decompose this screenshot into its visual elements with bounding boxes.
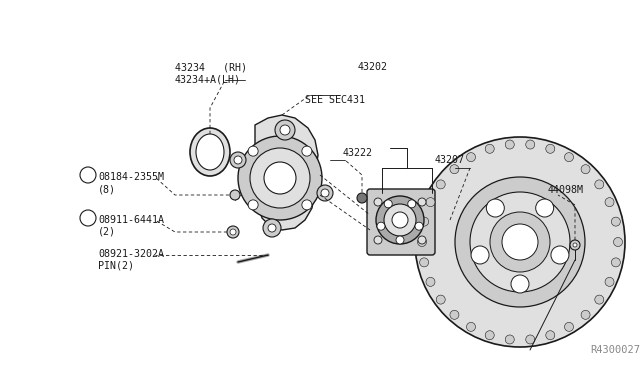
Ellipse shape bbox=[196, 134, 224, 170]
Circle shape bbox=[321, 189, 329, 197]
Text: R4300027: R4300027 bbox=[590, 345, 640, 355]
Circle shape bbox=[564, 323, 573, 331]
Text: 44098M: 44098M bbox=[548, 185, 584, 195]
Circle shape bbox=[275, 120, 295, 140]
Circle shape bbox=[80, 210, 96, 226]
Text: B: B bbox=[86, 170, 90, 180]
Circle shape bbox=[384, 200, 392, 208]
Circle shape bbox=[467, 323, 476, 331]
Circle shape bbox=[230, 229, 236, 235]
Circle shape bbox=[80, 167, 96, 183]
Circle shape bbox=[536, 199, 554, 217]
Circle shape bbox=[227, 226, 239, 238]
Circle shape bbox=[450, 310, 459, 319]
Circle shape bbox=[264, 162, 296, 194]
Circle shape bbox=[230, 152, 246, 168]
Circle shape bbox=[376, 196, 424, 244]
Ellipse shape bbox=[190, 128, 230, 176]
Text: N: N bbox=[86, 214, 90, 222]
Circle shape bbox=[486, 199, 504, 217]
Circle shape bbox=[450, 165, 459, 174]
Circle shape bbox=[511, 275, 529, 293]
Circle shape bbox=[581, 310, 590, 319]
Circle shape bbox=[564, 153, 573, 161]
Circle shape bbox=[263, 219, 281, 237]
Circle shape bbox=[418, 198, 426, 206]
Circle shape bbox=[426, 198, 435, 206]
Circle shape bbox=[611, 258, 620, 267]
Circle shape bbox=[546, 331, 555, 340]
Circle shape bbox=[505, 140, 515, 149]
Circle shape bbox=[485, 331, 494, 340]
Circle shape bbox=[573, 243, 577, 247]
Circle shape bbox=[436, 180, 445, 189]
Circle shape bbox=[436, 295, 445, 304]
Text: 43207: 43207 bbox=[435, 155, 465, 165]
Circle shape bbox=[595, 180, 604, 189]
Circle shape bbox=[505, 335, 515, 344]
Circle shape bbox=[396, 236, 404, 244]
Circle shape bbox=[417, 237, 426, 247]
Circle shape bbox=[595, 295, 604, 304]
Text: 08911-6441A: 08911-6441A bbox=[98, 215, 164, 225]
Circle shape bbox=[384, 204, 416, 236]
Circle shape bbox=[268, 224, 276, 232]
Circle shape bbox=[357, 193, 367, 203]
Circle shape bbox=[470, 192, 570, 292]
Circle shape bbox=[614, 237, 623, 247]
Circle shape bbox=[415, 137, 625, 347]
Text: (8): (8) bbox=[98, 184, 116, 194]
FancyBboxPatch shape bbox=[367, 189, 435, 255]
Polygon shape bbox=[252, 115, 318, 230]
Circle shape bbox=[551, 246, 569, 264]
Text: 43222: 43222 bbox=[343, 148, 373, 158]
Circle shape bbox=[248, 200, 258, 210]
Text: 08921-3202A: 08921-3202A bbox=[98, 249, 164, 259]
Circle shape bbox=[392, 212, 408, 228]
Circle shape bbox=[418, 236, 426, 244]
Circle shape bbox=[611, 217, 620, 226]
Circle shape bbox=[525, 335, 535, 344]
Text: PIN(2): PIN(2) bbox=[98, 261, 134, 271]
Circle shape bbox=[525, 140, 535, 149]
Circle shape bbox=[408, 200, 416, 208]
Circle shape bbox=[302, 146, 312, 156]
Circle shape bbox=[374, 198, 382, 206]
Circle shape bbox=[570, 240, 580, 250]
Circle shape bbox=[420, 217, 429, 226]
Circle shape bbox=[490, 212, 550, 272]
Text: SEE SEC431: SEE SEC431 bbox=[305, 95, 365, 105]
Circle shape bbox=[455, 177, 585, 307]
Circle shape bbox=[250, 148, 310, 208]
Circle shape bbox=[302, 200, 312, 210]
Circle shape bbox=[426, 278, 435, 286]
Circle shape bbox=[605, 198, 614, 206]
Text: 43234   (RH): 43234 (RH) bbox=[175, 62, 247, 72]
Circle shape bbox=[485, 144, 494, 153]
Circle shape bbox=[230, 190, 240, 200]
Text: 43202: 43202 bbox=[358, 62, 388, 72]
Circle shape bbox=[374, 236, 382, 244]
Circle shape bbox=[467, 153, 476, 161]
Circle shape bbox=[234, 156, 242, 164]
Circle shape bbox=[581, 165, 590, 174]
Circle shape bbox=[415, 222, 423, 230]
Text: (2): (2) bbox=[98, 227, 116, 237]
Circle shape bbox=[420, 258, 429, 267]
Circle shape bbox=[502, 224, 538, 260]
Circle shape bbox=[546, 144, 555, 153]
Circle shape bbox=[238, 136, 322, 220]
Circle shape bbox=[317, 185, 333, 201]
Circle shape bbox=[248, 146, 258, 156]
Circle shape bbox=[377, 222, 385, 230]
Circle shape bbox=[471, 246, 489, 264]
Circle shape bbox=[605, 278, 614, 286]
Text: 43234+A(LH): 43234+A(LH) bbox=[175, 74, 241, 84]
Circle shape bbox=[280, 125, 290, 135]
Text: 08184-2355M: 08184-2355M bbox=[98, 172, 164, 182]
